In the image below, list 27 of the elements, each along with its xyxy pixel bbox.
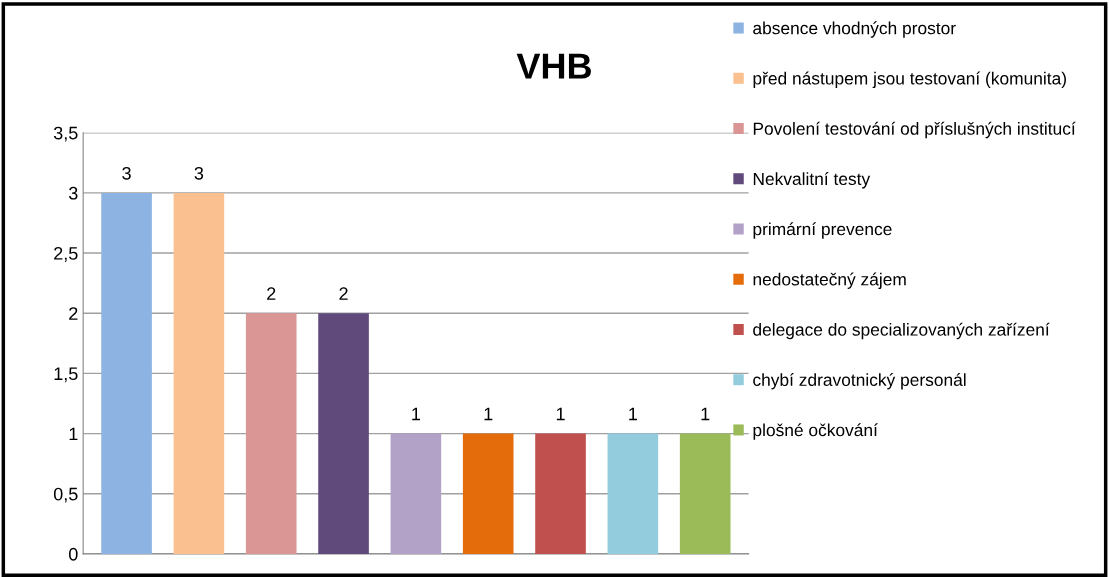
y-tick-label: 3 xyxy=(68,186,78,200)
data-label: 3 xyxy=(122,166,131,180)
y-tick-label: 1,5 xyxy=(54,367,78,383)
legend-label: absence vhodných prostor xyxy=(753,21,956,38)
legend-label: Povolení testování od příslušných institucí xyxy=(753,121,1076,139)
y-tick-label: 3,5 xyxy=(53,126,78,142)
data-label: 1 xyxy=(556,407,565,421)
y-tick-label: 2,5 xyxy=(54,246,78,262)
data-label: 2 xyxy=(339,287,348,300)
legend-label: delegace do specializovaných zařízení xyxy=(753,322,1050,340)
chart-title: VHB xyxy=(516,53,591,79)
y-tick-label: 1 xyxy=(69,427,78,441)
y-tick-label: 0,5 xyxy=(53,487,78,503)
legend-label: před nástupem jsou testovaní (komunita) xyxy=(753,71,1066,88)
data-label: 1 xyxy=(484,407,493,421)
y-tick-label: 0 xyxy=(68,547,78,561)
legend-label: primární prevence xyxy=(753,222,892,239)
legend-label: plošné očkování xyxy=(753,423,878,440)
data-label: 1 xyxy=(701,407,710,421)
legend-label: Nekvalitní testy xyxy=(753,172,871,189)
legend-label: nedostatečný zájem xyxy=(753,272,906,289)
legend-label: chybí zdravotnický personál xyxy=(753,373,966,390)
data-label: 3 xyxy=(194,166,204,180)
y-tick-label: 2 xyxy=(69,307,78,320)
data-label: 1 xyxy=(412,407,421,421)
data-label: 2 xyxy=(267,287,276,300)
data-label: 1 xyxy=(629,407,637,421)
